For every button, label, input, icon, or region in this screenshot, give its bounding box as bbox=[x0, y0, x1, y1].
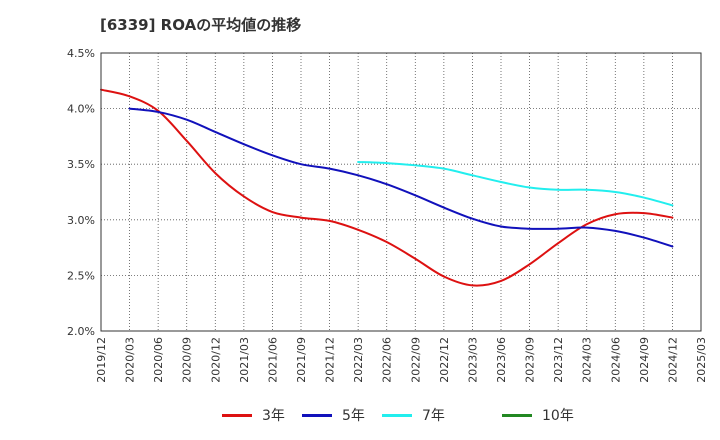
x-tick-label: 2024/06 bbox=[609, 337, 622, 383]
x-tick-label: 2020/12 bbox=[209, 337, 222, 383]
series-line-7年 bbox=[357, 160, 674, 207]
x-tick-label: 2021/09 bbox=[295, 337, 308, 383]
legend-swatch bbox=[382, 413, 412, 417]
legend-swatch bbox=[502, 413, 532, 417]
series-line-3年 bbox=[100, 88, 674, 287]
x-tick-label: 2022/09 bbox=[409, 337, 422, 383]
x-tick-label: 2023/09 bbox=[524, 337, 537, 383]
legend-item: 5年 bbox=[302, 404, 365, 426]
legend-item: 3年 bbox=[222, 404, 285, 426]
y-tick-label: 4.5% bbox=[67, 47, 95, 60]
legend-label: 3年 bbox=[262, 408, 285, 424]
y-tick-label: 2.5% bbox=[67, 269, 95, 282]
chart-plot: 2.0%2.5%3.0%3.5%4.0%4.5% 2019/12 2020/03 2… bbox=[67, 47, 708, 383]
x-tick-label: 2025/03 bbox=[695, 337, 708, 383]
x-tick-label: 2023/06 bbox=[495, 337, 508, 383]
y-tick-label: 4.0% bbox=[67, 103, 95, 116]
x-tick-label: 2022/12 bbox=[438, 337, 451, 383]
x-tick-label: 2022/03 bbox=[352, 337, 365, 383]
x-tick-label: 2022/06 bbox=[381, 337, 394, 383]
y-tick-label: 2.0% bbox=[67, 325, 95, 338]
x-tick-label: 2020/09 bbox=[181, 337, 194, 383]
series-layer bbox=[100, 88, 674, 287]
x-tick-label: 2023/12 bbox=[552, 337, 565, 383]
y-tick-label: 3.0% bbox=[67, 214, 95, 227]
legend-swatch bbox=[222, 413, 252, 417]
x-tick-label: 2024/03 bbox=[581, 337, 594, 383]
x-tick-label: 2019/12 bbox=[95, 337, 108, 383]
y-axis-ticks: 2.0% 2.5% 3.0% 3.5% 4.0% 4.5% bbox=[67, 47, 95, 338]
x-tick-label: 2021/03 bbox=[238, 337, 251, 383]
legend-label: 5年 bbox=[342, 408, 365, 424]
legend-item: 10年 bbox=[502, 404, 574, 426]
x-tick-label: 2021/06 bbox=[266, 337, 279, 383]
x-tick-label: 2024/09 bbox=[638, 337, 651, 383]
y-tick-label: 3.5% bbox=[67, 158, 95, 171]
plot-frame bbox=[100, 52, 702, 332]
x-tick-label: 2020/03 bbox=[124, 337, 137, 383]
legend-swatch bbox=[302, 413, 332, 417]
legend-label: 7年 bbox=[422, 408, 445, 424]
x-axis-ticks: 2019/12 2020/03 2020/06 2020/09 2020/12 2021/… bbox=[95, 337, 708, 383]
chart-title: [6339] ROAの平均値の推移 bbox=[100, 16, 302, 34]
legend-item: 7年 bbox=[382, 404, 445, 426]
x-tick-label: 2020/06 bbox=[152, 337, 165, 383]
legend-label: 10年 bbox=[542, 408, 574, 424]
x-tick-label: 2021/12 bbox=[324, 337, 337, 383]
series-line-5年 bbox=[128, 107, 674, 248]
x-tick-label: 2024/12 bbox=[666, 337, 679, 383]
x-tick-label: 2023/03 bbox=[466, 337, 479, 383]
legend: 3年 5年 7年 10年 bbox=[0, 404, 720, 426]
